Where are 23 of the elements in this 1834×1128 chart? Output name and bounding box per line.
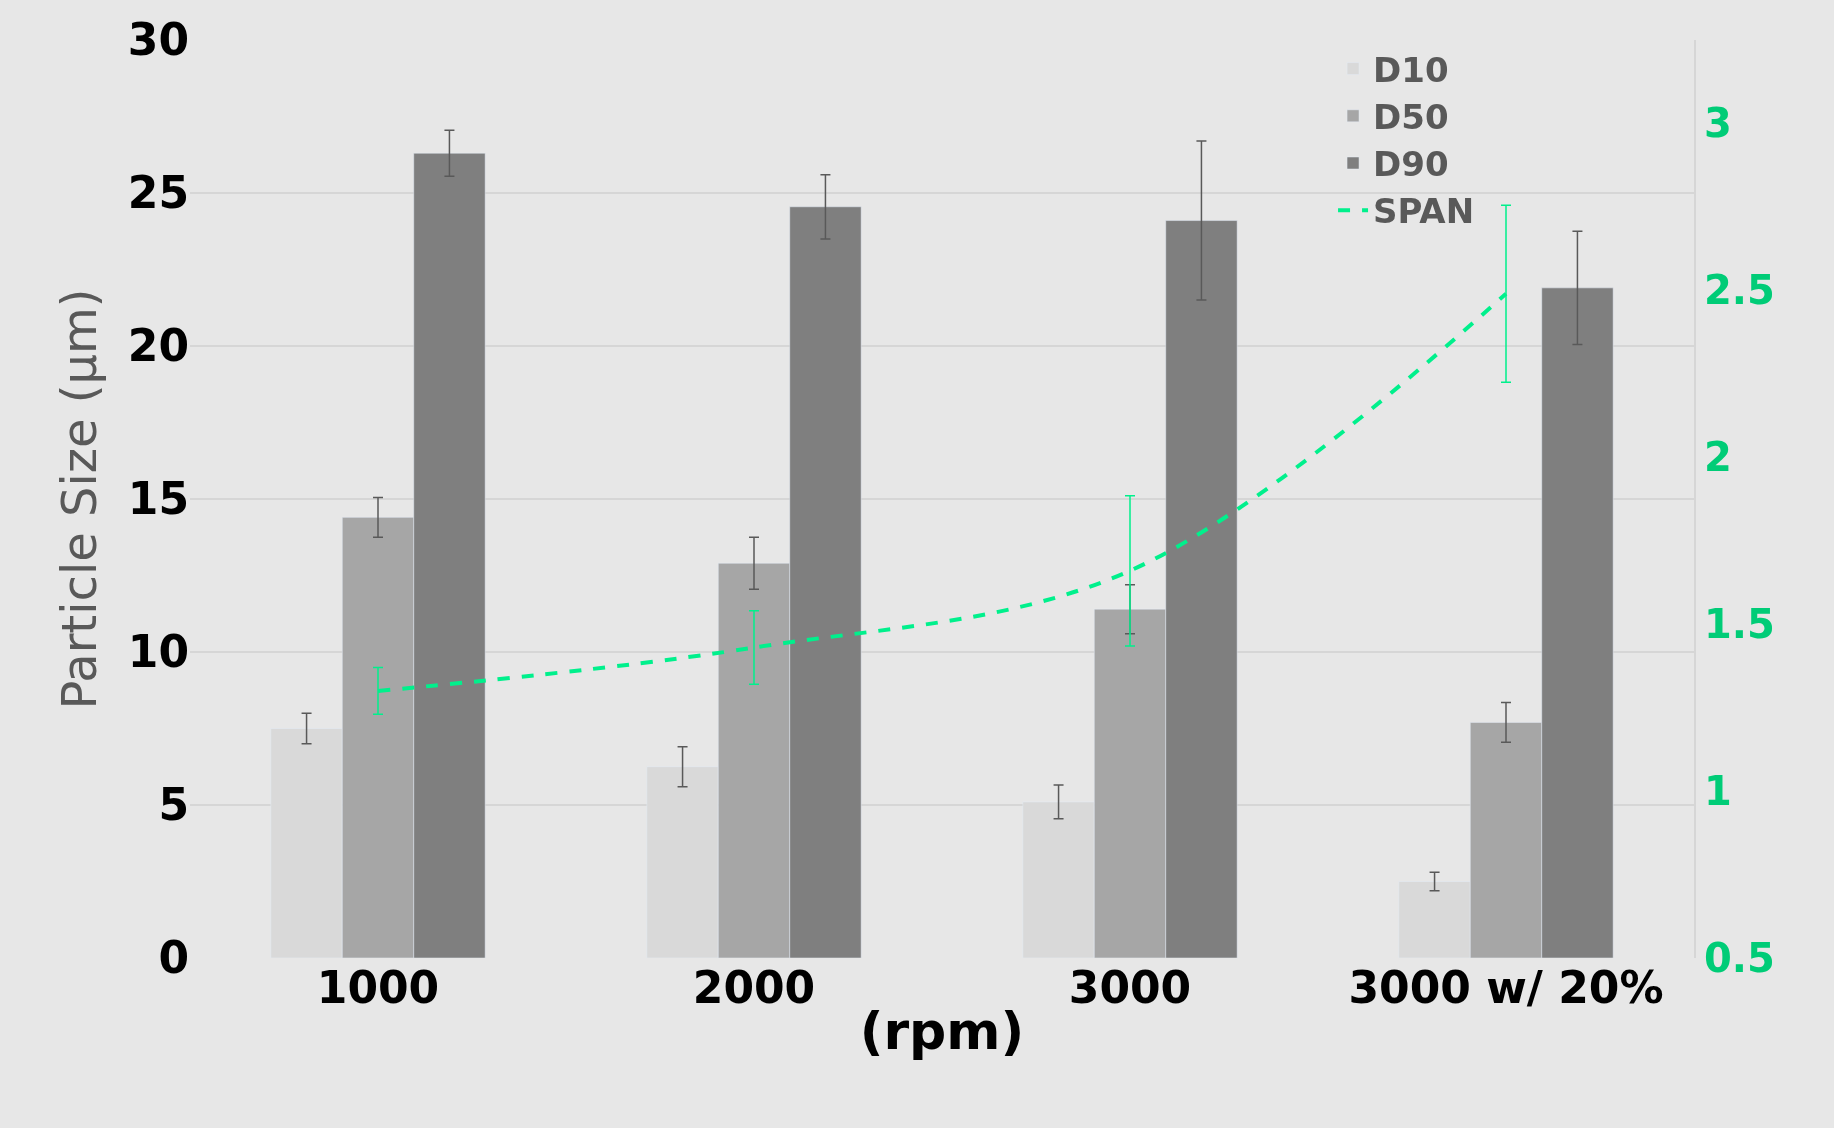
- x-tick-label: 3000: [1068, 962, 1192, 1013]
- y-tick-label: 30: [127, 14, 189, 66]
- y2-tick-label: 2.5: [1704, 267, 1775, 314]
- y-tick-label: 10: [127, 626, 189, 678]
- legend-label: D50: [1373, 97, 1449, 138]
- y-tick-label: 25: [127, 167, 189, 219]
- legend-label: D10: [1373, 49, 1449, 90]
- y2-tick-label: 1: [1704, 768, 1732, 815]
- y-axis-title: Particle Size (µm): [51, 288, 108, 710]
- y-tick-label: 0: [158, 932, 189, 984]
- x-tick-label: 1000: [316, 962, 440, 1013]
- y-tick-label: 5: [158, 779, 189, 831]
- y2-tick-label: 0.5: [1704, 935, 1775, 981]
- y-tick-label: 20: [127, 320, 189, 372]
- x-axis-title: (rpm): [859, 1000, 1025, 1061]
- y2-tick-label: 3: [1704, 100, 1732, 147]
- y2-tick-label: 1.5: [1704, 601, 1775, 648]
- y2-tick-label: 2: [1704, 434, 1732, 481]
- x-tick-label: 2000: [692, 962, 816, 1013]
- legend-label: D90: [1373, 144, 1449, 185]
- x-tick-label: 3000 w/ 20%: [1348, 962, 1664, 1013]
- legend-label: SPAN: [1373, 191, 1475, 232]
- y-tick-label: 15: [127, 473, 189, 525]
